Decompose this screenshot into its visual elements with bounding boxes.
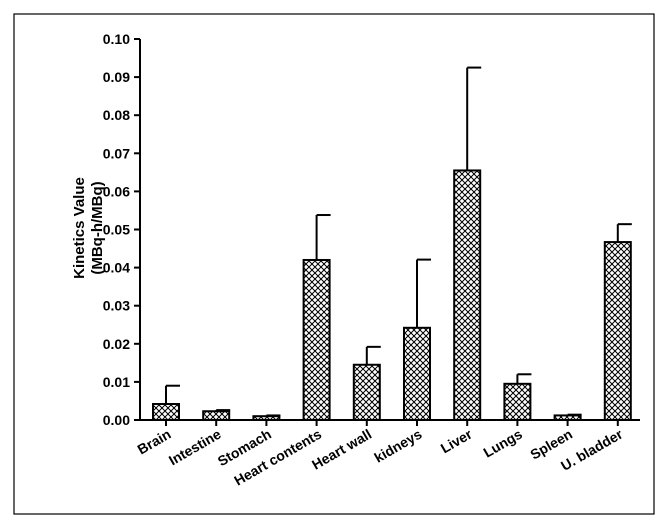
- bar-group: [403, 258, 431, 422]
- bar-group: [302, 214, 331, 422]
- bar: [352, 363, 381, 422]
- y-tick-label: 0.06: [103, 183, 130, 199]
- bar: [603, 241, 632, 421]
- y-axis-title: Kinetics Value (MBq-h/MBq): [71, 177, 106, 279]
- y-tick-label: 0.05: [103, 222, 130, 238]
- y-tick-label: 0.04: [103, 260, 130, 276]
- figure-border: [13, 13, 655, 515]
- bar: [302, 258, 331, 422]
- y-tick-label: 0.00: [103, 412, 130, 428]
- bar-group: [503, 373, 532, 421]
- bar: [403, 326, 431, 422]
- bar: [503, 382, 532, 421]
- bar-group: [603, 223, 632, 421]
- y-tick-label: 0.08: [103, 107, 130, 123]
- y-tick-label: 0.03: [103, 298, 130, 314]
- bar: [202, 410, 231, 421]
- bar: [152, 402, 180, 421]
- y-axis: 0.00 0.01 0.02 0.03 0.04 0.05 0.06 0.07 0.08 0.09…: [103, 31, 141, 428]
- bar: [453, 169, 482, 421]
- y-axis-label: Kinetics Value: [71, 177, 88, 279]
- bar-group: [453, 66, 482, 421]
- y-tick-label: 0.09: [103, 69, 130, 85]
- y-tick-label: 0.02: [103, 336, 130, 352]
- y-tick-label: 0.10: [103, 31, 130, 47]
- y-tick-label: 0.07: [103, 145, 130, 161]
- bar-group: [202, 409, 231, 421]
- bar-series: [152, 66, 632, 422]
- y-tick-label: 0.01: [103, 374, 130, 390]
- y-axis-unit: (MBq-h/MBq): [89, 181, 106, 274]
